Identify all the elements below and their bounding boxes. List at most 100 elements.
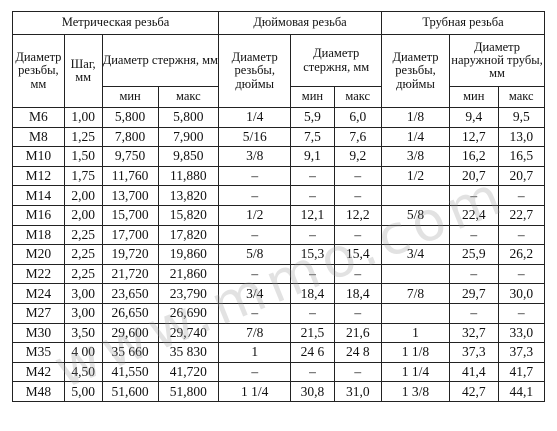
table-cell: 23,650 xyxy=(101,283,159,304)
table-cell: 23,790 xyxy=(157,283,220,304)
table-cell: 31,0 xyxy=(333,381,383,402)
table-cell: 37,3 xyxy=(497,342,546,363)
table-cell: 3,00 xyxy=(63,283,103,304)
table-row: М10 1,50 9,750 9,850 3/8 9,1 9,2 3/8 16,2 16,5 xyxy=(12,146,546,167)
table-cell: 22,7 xyxy=(497,204,546,226)
table-cell: 1/4 xyxy=(218,107,292,128)
table-cell: 18,4 xyxy=(290,283,335,304)
table-cell: – xyxy=(218,224,292,246)
table-cell: – xyxy=(333,302,383,324)
table-cell: 2,25 xyxy=(63,263,103,285)
table-cell: М24 xyxy=(12,283,65,304)
table-cell: 2,00 xyxy=(63,204,103,226)
table-cell: 15,700 xyxy=(101,204,159,226)
header-min: мин xyxy=(448,86,499,108)
table-cell: 5/8 xyxy=(381,204,450,226)
table-cell: – xyxy=(333,185,383,206)
table-row: М27 3,00 26,650 26,690– – – – – xyxy=(12,302,546,324)
table-cell: 15,3 xyxy=(290,244,335,265)
table-row: М6 1,00 5,800 5,800 1/4 5,9 6,0 1/8 9,4 9,5 xyxy=(12,107,546,128)
table-cell: 1/2 xyxy=(218,204,292,226)
table-row: М18 2,25 17,700 17,820– – – – – xyxy=(12,224,546,246)
table-cell: 5/8 xyxy=(218,244,292,265)
header-pipe-diameter: Диаметр резьбы, дюймы xyxy=(381,34,450,108)
table-row: М30 3,50 29,600 29,740 7/8 21,5 21,6 1 32,7 33,0 xyxy=(12,322,546,344)
table-cell: 26,650 xyxy=(101,302,159,324)
table-cell: – xyxy=(448,224,499,246)
table-cell: – xyxy=(290,185,335,206)
table-cell: 11,880 xyxy=(157,165,220,187)
table-cell: М20 xyxy=(12,244,65,265)
table-cell: 13,0 xyxy=(497,126,546,148)
table-cell: – xyxy=(290,165,335,187)
table-cell: М6 xyxy=(12,107,65,128)
header-metric-rod: Диаметр стержня, мм xyxy=(101,34,220,87)
table-cell: 1 1/4 xyxy=(218,381,292,402)
table-cell: – xyxy=(333,224,383,246)
table-cell: – xyxy=(497,302,546,324)
table-cell: 12,2 xyxy=(333,204,383,226)
table-cell: 9,5 xyxy=(497,107,546,128)
table-cell: 4,50 xyxy=(63,361,103,383)
header-max: макс xyxy=(157,86,220,108)
table-row: М14 2,00 13,700 13,820– – – – – xyxy=(12,185,546,206)
table-cell: – xyxy=(218,165,292,187)
table-cell: 5,800 xyxy=(101,107,159,128)
table-cell: 7/8 xyxy=(218,322,292,344)
table-cell: 37,3 xyxy=(448,342,499,363)
table-cell: 9,750 xyxy=(101,146,159,167)
table-cell: 26,690 xyxy=(157,302,220,324)
table-cell: 1,75 xyxy=(63,165,103,187)
table-row: М22 2,25 21,720 21,860– – – – – xyxy=(12,263,546,285)
table-cell: 11,760 xyxy=(101,165,159,187)
table-cell: 24 6 xyxy=(290,342,335,363)
table-cell: М16 xyxy=(12,204,65,226)
table-cell: 21,6 xyxy=(333,322,383,344)
table-cell: 19,720 xyxy=(101,244,159,265)
table-cell: 3/8 xyxy=(381,146,450,167)
table-cell: 9,1 xyxy=(290,146,335,167)
table-cell: 25,9 xyxy=(448,244,499,265)
table-cell: 5,00 xyxy=(63,381,103,402)
table-cell: 7,6 xyxy=(333,126,383,148)
table-row: М12 1,75 11,760 11,880– – –1/2 20,7 20,7 xyxy=(12,165,546,187)
table-row: М42 4,50 41,550 41,720– – –1 1/4 41,4 41,7 xyxy=(12,361,546,383)
thread-table: Метрическая резьба Дюймовая резьба Трубн… xyxy=(11,11,546,402)
table-cell: 41,550 xyxy=(101,361,159,383)
table-cell: 3,50 xyxy=(63,322,103,344)
table-cell: 3,00 xyxy=(63,302,103,324)
table-cell: 35 660 xyxy=(101,342,159,363)
table-cell: 1/2 xyxy=(381,165,450,187)
table-cell: 22,4 xyxy=(448,204,499,226)
header-inch-rod: Диаметр стержня, мм xyxy=(290,34,383,87)
table-cell: 17,820 xyxy=(157,224,220,246)
table-body: М6 1,00 5,800 5,800 1/4 5,9 6,0 1/8 9,4 9,5 М8 1,25… xyxy=(12,107,546,402)
table-cell: 3/4 xyxy=(381,244,450,265)
table-cell: – xyxy=(448,263,499,285)
table-cell: М35 xyxy=(12,342,65,363)
table-cell: – xyxy=(218,185,292,206)
header-metric-diameter: Диаметр резьбы, мм xyxy=(12,34,65,108)
table-cell: 19,860 xyxy=(157,244,220,265)
table-cell: 3/4 xyxy=(218,283,292,304)
table-cell: – xyxy=(497,224,546,246)
table-cell: 1,00 xyxy=(63,107,103,128)
table-cell: 29,600 xyxy=(101,322,159,344)
table-cell: М10 xyxy=(12,146,65,167)
group-metric: Метрическая резьба xyxy=(11,11,220,35)
table-cell: 30,0 xyxy=(497,283,546,304)
header-min: мин xyxy=(290,86,335,108)
table-cell: М18 xyxy=(12,224,65,246)
table-cell: 6,0 xyxy=(333,107,383,128)
table-cell: М8 xyxy=(12,126,65,148)
table-cell: 41,7 xyxy=(497,361,546,383)
table-cell: 21,860 xyxy=(157,263,220,285)
table-cell: 51,600 xyxy=(101,381,159,402)
table-cell: – xyxy=(497,185,546,206)
table-cell: – xyxy=(218,302,292,324)
table-cell: 18,4 xyxy=(333,283,383,304)
table-cell: 30,8 xyxy=(290,381,335,402)
header-max: макс xyxy=(333,86,383,108)
table-cell: М48 xyxy=(12,381,65,402)
table-cell: 20,7 xyxy=(448,165,499,187)
